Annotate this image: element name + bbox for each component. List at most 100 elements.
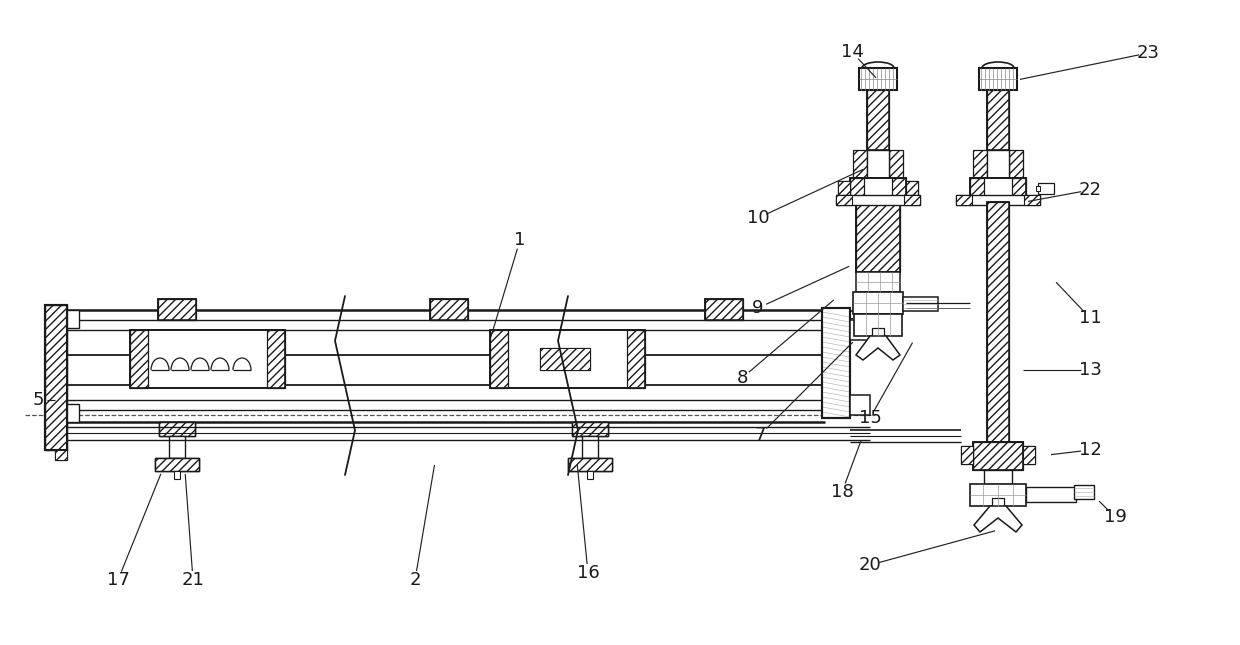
Bar: [838, 181, 849, 195]
Bar: [987, 90, 1009, 150]
Bar: [568, 458, 613, 471]
Bar: [853, 150, 867, 178]
Text: 16: 16: [577, 564, 599, 582]
Bar: [267, 330, 285, 388]
Bar: [849, 395, 870, 415]
Bar: [490, 330, 508, 388]
Text: 17: 17: [107, 571, 129, 589]
Bar: [987, 202, 1009, 442]
Text: 1: 1: [515, 231, 526, 249]
Bar: [1012, 178, 1025, 202]
Bar: [849, 178, 864, 202]
Bar: [490, 330, 645, 388]
Bar: [872, 328, 884, 338]
Bar: [169, 436, 185, 458]
Bar: [849, 320, 870, 340]
Bar: [155, 458, 198, 471]
Bar: [539, 348, 590, 370]
Bar: [155, 458, 198, 471]
Bar: [987, 202, 1009, 442]
Bar: [956, 195, 1040, 205]
Bar: [430, 299, 467, 320]
Text: 10: 10: [746, 209, 769, 227]
Bar: [45, 305, 67, 450]
Bar: [856, 202, 900, 272]
Bar: [859, 68, 897, 90]
Bar: [822, 308, 849, 418]
Text: 7: 7: [754, 426, 766, 444]
Text: 11: 11: [1079, 309, 1101, 327]
Bar: [980, 68, 1017, 90]
Bar: [987, 150, 1009, 178]
Bar: [867, 90, 889, 150]
Bar: [1074, 485, 1094, 499]
Bar: [568, 458, 613, 471]
Bar: [157, 299, 196, 320]
Bar: [130, 330, 285, 388]
Bar: [867, 90, 889, 150]
Bar: [961, 446, 973, 464]
Bar: [992, 498, 1004, 508]
Bar: [130, 330, 285, 388]
Bar: [903, 297, 937, 311]
Bar: [906, 181, 918, 195]
Bar: [856, 202, 900, 272]
Bar: [582, 436, 598, 458]
Bar: [490, 330, 645, 388]
Bar: [706, 299, 743, 320]
Bar: [706, 299, 743, 320]
Bar: [849, 178, 906, 202]
Bar: [822, 308, 849, 418]
Bar: [853, 292, 903, 314]
Bar: [836, 195, 852, 205]
Bar: [45, 305, 67, 450]
Text: 13: 13: [1079, 361, 1101, 379]
Bar: [572, 422, 608, 436]
Bar: [904, 195, 920, 205]
Bar: [854, 314, 901, 336]
Bar: [987, 90, 1009, 150]
Bar: [174, 471, 180, 479]
Bar: [867, 90, 889, 150]
Bar: [430, 299, 467, 320]
Bar: [987, 202, 1009, 442]
Bar: [1025, 487, 1076, 502]
Bar: [539, 348, 590, 370]
Text: 8: 8: [737, 369, 748, 387]
Text: 2: 2: [409, 571, 420, 589]
Text: 20: 20: [858, 556, 882, 574]
Bar: [867, 150, 889, 178]
Bar: [45, 305, 67, 450]
Bar: [1035, 186, 1040, 191]
Bar: [157, 299, 196, 320]
Bar: [157, 299, 196, 320]
Bar: [587, 471, 593, 479]
Bar: [970, 178, 985, 202]
Bar: [889, 150, 903, 178]
Text: 14: 14: [841, 43, 863, 61]
Bar: [906, 181, 918, 195]
Bar: [1038, 183, 1054, 194]
Bar: [856, 272, 900, 292]
Bar: [987, 90, 1009, 150]
Bar: [67, 310, 79, 328]
Bar: [970, 178, 1025, 202]
Text: 22: 22: [1079, 181, 1101, 199]
Bar: [627, 330, 645, 388]
Bar: [568, 458, 613, 471]
Bar: [155, 458, 198, 471]
Bar: [849, 178, 906, 202]
Text: 21: 21: [181, 571, 205, 589]
Bar: [1023, 446, 1035, 464]
Bar: [970, 178, 1025, 202]
Bar: [706, 299, 743, 320]
Bar: [130, 330, 148, 388]
Text: 18: 18: [831, 483, 853, 501]
Bar: [572, 422, 608, 436]
Bar: [159, 422, 195, 436]
Bar: [956, 195, 972, 205]
Bar: [55, 450, 67, 460]
Bar: [892, 178, 906, 202]
Text: 9: 9: [753, 299, 764, 317]
Text: 19: 19: [1104, 508, 1126, 526]
